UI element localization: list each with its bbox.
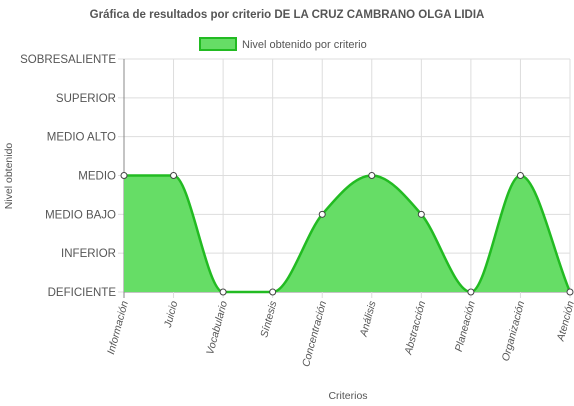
legend-label: Nivel obtenido por criterio (242, 39, 367, 51)
data-point[interactable] (120, 172, 128, 179)
y-axis-title: Nivel obtenido (3, 143, 15, 210)
x-tick-label: Concentración (300, 300, 329, 369)
area-layer (123, 174, 572, 294)
data-point[interactable] (516, 172, 524, 179)
y-tick-labels: DEFICIENTE INFERIOR MEDIO BAJO MEDIO MEDIO A… (20, 54, 116, 299)
data-point[interactable] (269, 288, 277, 296)
y-tick-label: SUPERIOR (56, 93, 116, 105)
data-points (120, 172, 574, 296)
x-tick-label: Vocabulario (204, 300, 230, 356)
series-area (124, 175, 570, 292)
x-tick-label: Análisis (357, 299, 378, 339)
y-tick-label: INFERIOR (61, 248, 116, 260)
data-point[interactable] (467, 288, 475, 296)
y-tick-label: MEDIO (78, 171, 116, 183)
y-tick-label: DEFICIENTE (48, 287, 117, 299)
x-tick-label: Juicio (162, 300, 181, 330)
data-point[interactable] (219, 288, 227, 296)
data-point[interactable] (566, 288, 574, 296)
x-tick-label: Atención (554, 300, 574, 344)
data-point[interactable] (368, 172, 376, 179)
data-point[interactable] (417, 210, 425, 218)
series-line (123, 174, 572, 294)
x-tick-label: Planeación (453, 300, 478, 353)
y-tick-label: MEDIO ALTO (47, 132, 116, 144)
x-tick-label: Información (105, 300, 131, 356)
x-tick-label: Síntesis (258, 299, 279, 339)
chart-title: Gráfica de resultados por criterio DE LA… (90, 9, 485, 21)
y-tick-label: MEDIO BAJO (45, 209, 116, 221)
x-axis-title: Criterios (328, 390, 367, 402)
x-tick-labels: Información Juicio Vocabulario Síntesis Conc… (105, 299, 574, 368)
legend[interactable]: Nivel obtenido por criterio (199, 37, 367, 51)
y-tick-label: SOBRESALIENTE (20, 54, 116, 66)
x-tick-label: Organización (500, 300, 528, 363)
data-point[interactable] (318, 210, 326, 218)
data-point[interactable] (170, 172, 178, 179)
x-tick-label: Abstracción (402, 300, 428, 357)
legend-swatch (199, 37, 237, 51)
